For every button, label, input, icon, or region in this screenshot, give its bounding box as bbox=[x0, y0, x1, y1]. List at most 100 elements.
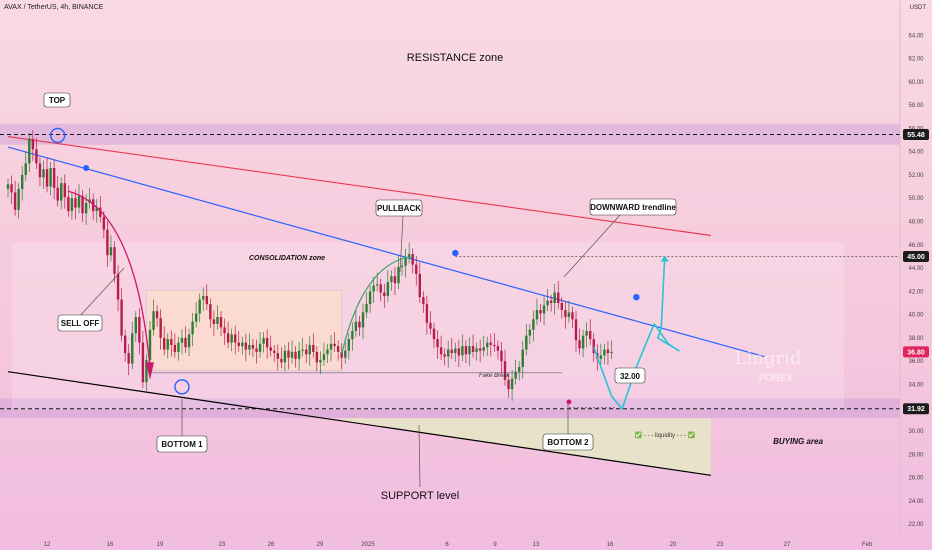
candle-body bbox=[560, 303, 563, 310]
y-tick-label: 30.00 bbox=[908, 429, 924, 435]
candle-body bbox=[457, 348, 461, 356]
candle-body bbox=[539, 309, 542, 314]
x-tick-label: 9 bbox=[493, 542, 497, 548]
candle-body bbox=[38, 163, 42, 178]
candle-body bbox=[578, 340, 581, 349]
candle-body bbox=[411, 254, 414, 265]
y-tick-label: 26.00 bbox=[908, 476, 924, 482]
candle-body bbox=[535, 309, 539, 320]
candle-body bbox=[447, 349, 450, 357]
y-tick-label: 42.00 bbox=[908, 289, 924, 295]
candle-body bbox=[379, 284, 382, 293]
x-tick-label: 16 bbox=[107, 542, 114, 548]
candle-body bbox=[141, 342, 145, 383]
candle-body bbox=[574, 319, 578, 341]
y-tick-label: 46.00 bbox=[908, 243, 924, 249]
x-tick-label: 13 bbox=[533, 542, 540, 548]
x-tick-label: Feb bbox=[862, 542, 873, 548]
candle-body bbox=[223, 327, 226, 334]
candle-body bbox=[120, 299, 123, 336]
candle-body bbox=[599, 355, 603, 359]
x-tick-label: 20 bbox=[670, 542, 677, 548]
background-zones bbox=[0, 123, 900, 476]
sell-off-arrowhead bbox=[146, 362, 154, 380]
candle-body bbox=[251, 344, 255, 349]
candle-body bbox=[74, 198, 77, 208]
y-tick-label: 50.00 bbox=[908, 196, 924, 202]
candle-body bbox=[134, 316, 137, 334]
candle-body bbox=[500, 350, 503, 362]
resistance-trendline bbox=[7, 135, 711, 237]
candle-body bbox=[21, 174, 24, 189]
candle-body bbox=[422, 297, 425, 305]
candle-body bbox=[148, 329, 152, 361]
trendline-touch-dot bbox=[83, 164, 90, 171]
candle-body bbox=[503, 361, 507, 380]
candle-body bbox=[35, 149, 38, 164]
x-tick-label: 23 bbox=[717, 542, 724, 548]
candle-body bbox=[581, 335, 585, 349]
candle-body bbox=[471, 346, 475, 352]
projection-path bbox=[592, 256, 680, 410]
y-tick-label: 28.00 bbox=[908, 452, 924, 458]
candle-body bbox=[404, 257, 407, 266]
candle-body bbox=[163, 337, 166, 350]
candle-body bbox=[138, 316, 141, 343]
candle-body bbox=[297, 350, 301, 359]
candle-body bbox=[418, 273, 421, 298]
label-pullback: PULLBACK bbox=[375, 199, 423, 217]
x-tick-label: 12 bbox=[44, 542, 51, 548]
y-tick-label: 34.00 bbox=[908, 382, 924, 388]
candle-body bbox=[280, 358, 283, 363]
candle-body bbox=[478, 348, 482, 351]
candle-body bbox=[436, 339, 439, 348]
x-tick-label: 29 bbox=[317, 542, 324, 548]
candle-body bbox=[152, 311, 155, 330]
candle-body bbox=[258, 343, 262, 352]
candle-body bbox=[6, 184, 10, 189]
candle-body bbox=[372, 285, 375, 292]
consolidation-box bbox=[146, 289, 342, 371]
candles bbox=[6, 130, 613, 401]
candle-body bbox=[276, 353, 279, 359]
candle-body bbox=[425, 304, 429, 323]
candle-body bbox=[482, 347, 485, 351]
candle-body bbox=[226, 333, 230, 343]
candle-body bbox=[454, 348, 457, 354]
candle-body bbox=[92, 199, 95, 212]
candle-body bbox=[585, 330, 588, 336]
pullback-arrow bbox=[341, 255, 413, 355]
y-tick-label: 52.00 bbox=[908, 173, 924, 179]
candle-body bbox=[95, 207, 98, 212]
downward-trendline bbox=[7, 146, 765, 358]
candle-body bbox=[287, 350, 290, 358]
candle-body bbox=[383, 292, 386, 297]
candle-body bbox=[212, 319, 216, 324]
pullback-pointer bbox=[399, 215, 404, 273]
candle-body bbox=[273, 350, 276, 354]
candle-body bbox=[198, 299, 201, 314]
candle-body bbox=[390, 276, 393, 283]
candle-body bbox=[184, 337, 187, 348]
candle-body bbox=[486, 342, 489, 348]
price-badge-label: 55.48 bbox=[907, 132, 925, 139]
candle-body bbox=[81, 195, 84, 214]
svg-text:DOWNWARD trendline: DOWNWARD trendline bbox=[590, 203, 676, 212]
candle-body bbox=[84, 202, 88, 214]
candle-body bbox=[205, 296, 208, 305]
candle-body bbox=[209, 304, 212, 320]
candle-body bbox=[329, 343, 333, 350]
candle-body bbox=[368, 291, 372, 305]
candle-body bbox=[553, 292, 556, 304]
candle-body bbox=[241, 342, 244, 347]
support-pointer bbox=[418, 424, 421, 488]
candle-body bbox=[70, 198, 74, 212]
svg-text:PULLBACK: PULLBACK bbox=[377, 204, 421, 213]
price-badge bbox=[903, 128, 929, 140]
candle-body bbox=[216, 316, 219, 324]
candle-body bbox=[106, 229, 109, 256]
candle-body bbox=[99, 207, 102, 217]
candle-body bbox=[514, 371, 517, 379]
candle-body bbox=[127, 353, 130, 364]
